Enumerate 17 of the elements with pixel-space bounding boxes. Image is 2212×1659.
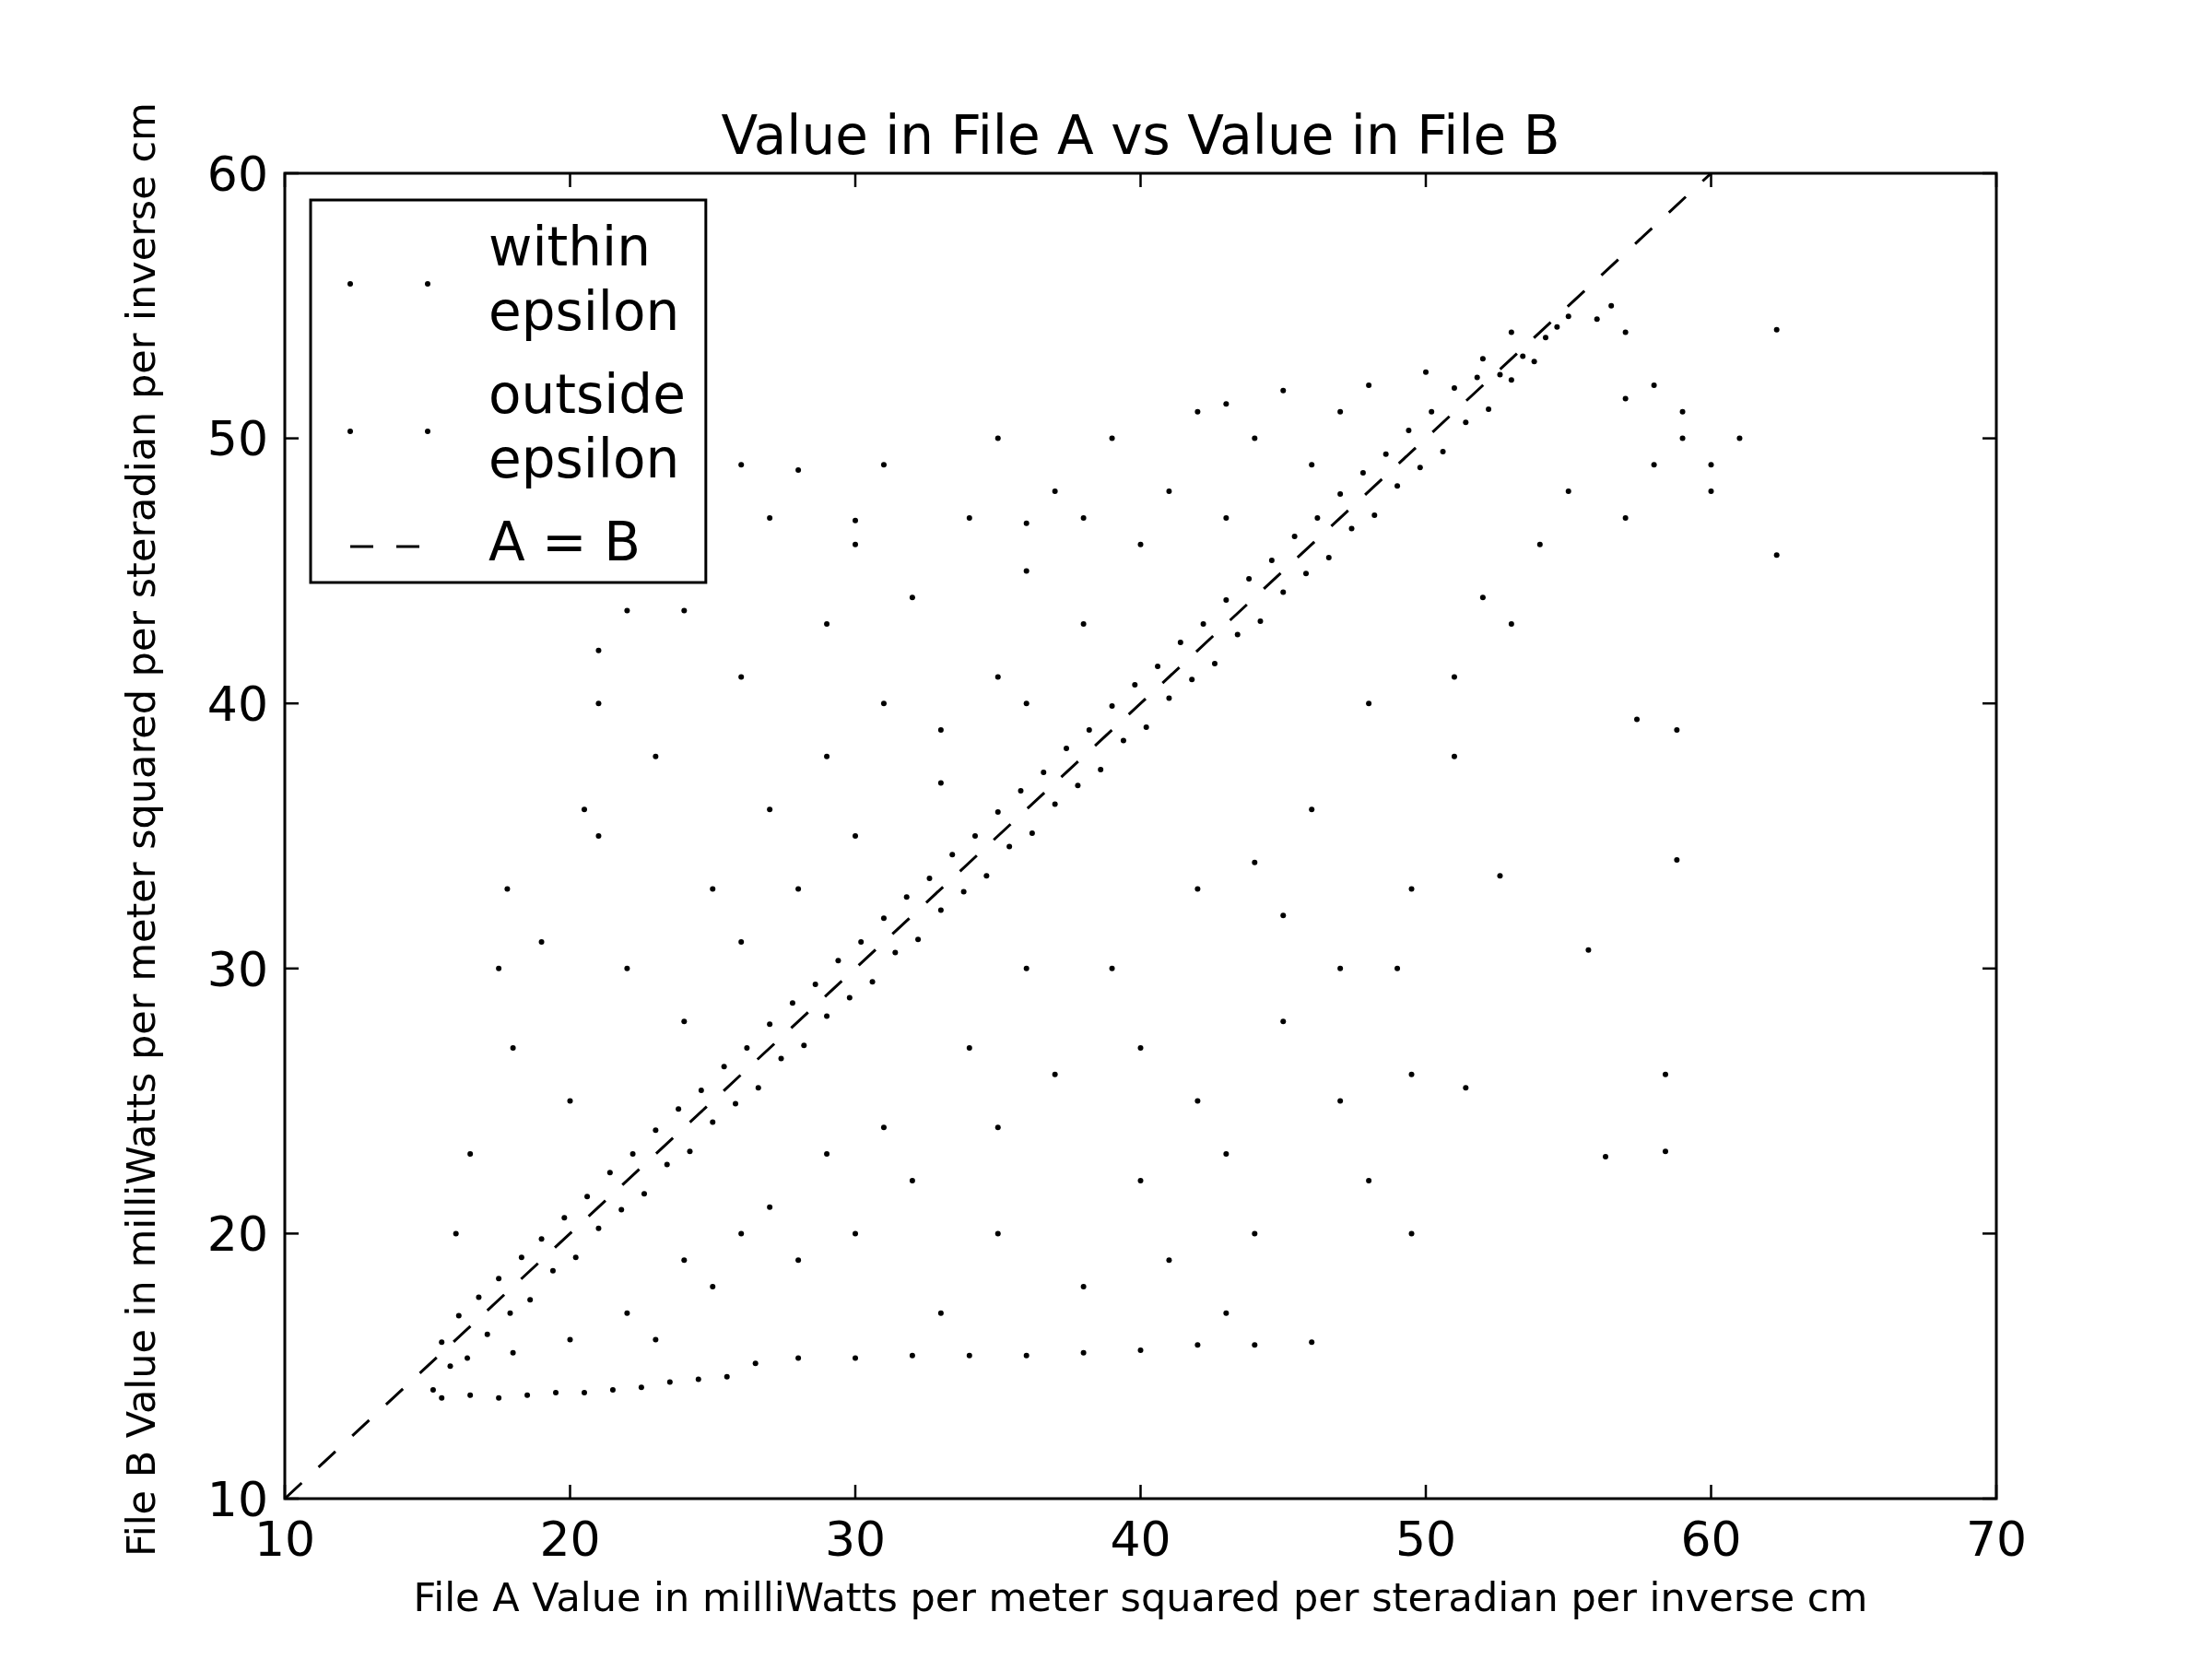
chart-title: Value in File A vs Value in File B	[721, 104, 1560, 167]
legend-label: within epsilon	[488, 216, 680, 343]
x-tick-label: 30	[824, 1512, 887, 1567]
legend-label: outside epsilon	[488, 363, 703, 490]
x-tick-label: 60	[1680, 1512, 1742, 1567]
y-tick-label: 50	[206, 411, 268, 467]
y-tick-label: 60	[206, 146, 268, 202]
y-tick-label: 20	[206, 1206, 268, 1263]
x-tick-label: 70	[1965, 1512, 2028, 1567]
y-tick-label: 30	[206, 941, 268, 997]
y-axis-title: File B Value in milliWatts per meter squared per steradian per inverse cm	[118, 102, 164, 1557]
x-axis-title: File A Value in milliWatts per meter squared per steradian per inverse cm	[413, 1574, 1868, 1620]
x-tick-label: 50	[1394, 1512, 1457, 1567]
y-tick-label: 40	[206, 676, 268, 732]
legend-label: A = B	[488, 511, 641, 573]
x-tick-label: 40	[1110, 1512, 1171, 1567]
x-tick-label: 20	[539, 1512, 601, 1567]
